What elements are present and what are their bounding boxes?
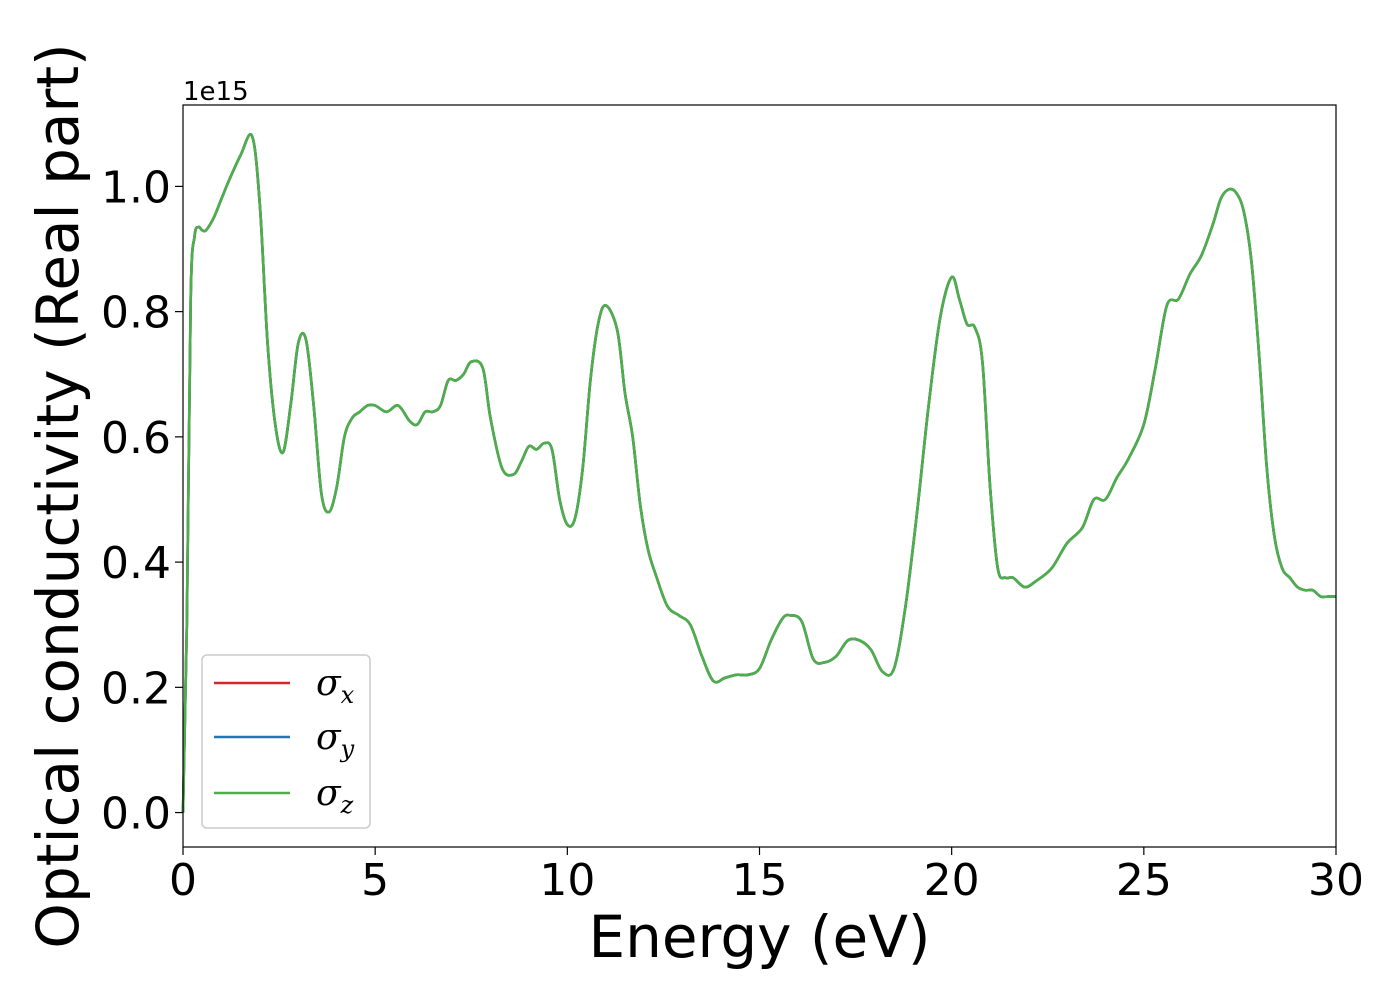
- x-axis-ticks: 0 5 10 15 20 25 30: [169, 847, 1364, 906]
- x-axis-label: Energy (eV): [588, 903, 930, 971]
- y-tick-label: 0.6: [101, 413, 171, 464]
- y-tick-label: 0.2: [101, 663, 171, 714]
- x-tick-label: 0: [169, 855, 197, 906]
- y-tick-label: 0.0: [101, 789, 171, 840]
- x-tick-label: 20: [924, 855, 980, 906]
- series-line-sigma-z: [181, 133, 1336, 813]
- x-tick-label: 25: [1116, 855, 1172, 906]
- x-tick-label: 30: [1308, 855, 1364, 906]
- x-tick-label: 15: [732, 855, 788, 906]
- y-offset-text: 1e15: [183, 77, 249, 107]
- legend-box: [201, 654, 371, 829]
- x-tick-label: 10: [539, 855, 595, 906]
- y-tick-label: 0.4: [101, 538, 171, 589]
- y-axis-ticks: 0.0 0.2 0.4 0.6 0.8 1.0: [101, 162, 183, 840]
- series-lines: [181, 133, 1336, 813]
- y-axis-label: Optical conductivity (Real part): [24, 43, 92, 948]
- x-tick-label: 5: [361, 855, 389, 906]
- y-tick-label: 0.8: [101, 288, 171, 339]
- y-tick-label: 1.0: [101, 162, 171, 213]
